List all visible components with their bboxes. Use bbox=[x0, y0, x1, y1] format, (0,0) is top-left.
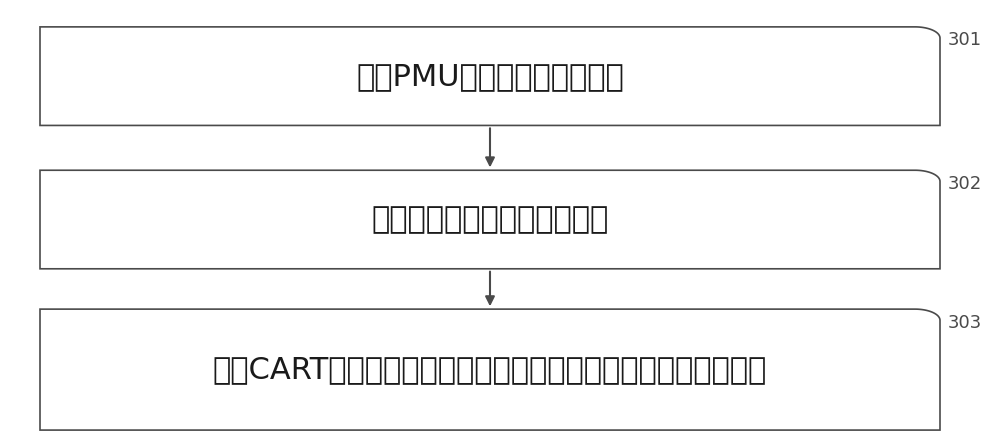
Text: 301: 301 bbox=[948, 31, 982, 49]
Text: 303: 303 bbox=[948, 314, 982, 332]
Text: 根据多个决策树生成随机森林: 根据多个决策树生成随机森林 bbox=[371, 205, 609, 234]
Text: 采用CART算法以及随机森林投票机制根据随机森林确定第一数据: 采用CART算法以及随机森林投票机制根据随机森林确定第一数据 bbox=[213, 355, 767, 384]
PathPatch shape bbox=[40, 309, 940, 430]
PathPatch shape bbox=[40, 170, 940, 269]
Text: 根据PMU数据建立多个决策树: 根据PMU数据建立多个决策树 bbox=[356, 62, 624, 90]
Text: 302: 302 bbox=[948, 175, 982, 193]
PathPatch shape bbox=[40, 27, 940, 125]
